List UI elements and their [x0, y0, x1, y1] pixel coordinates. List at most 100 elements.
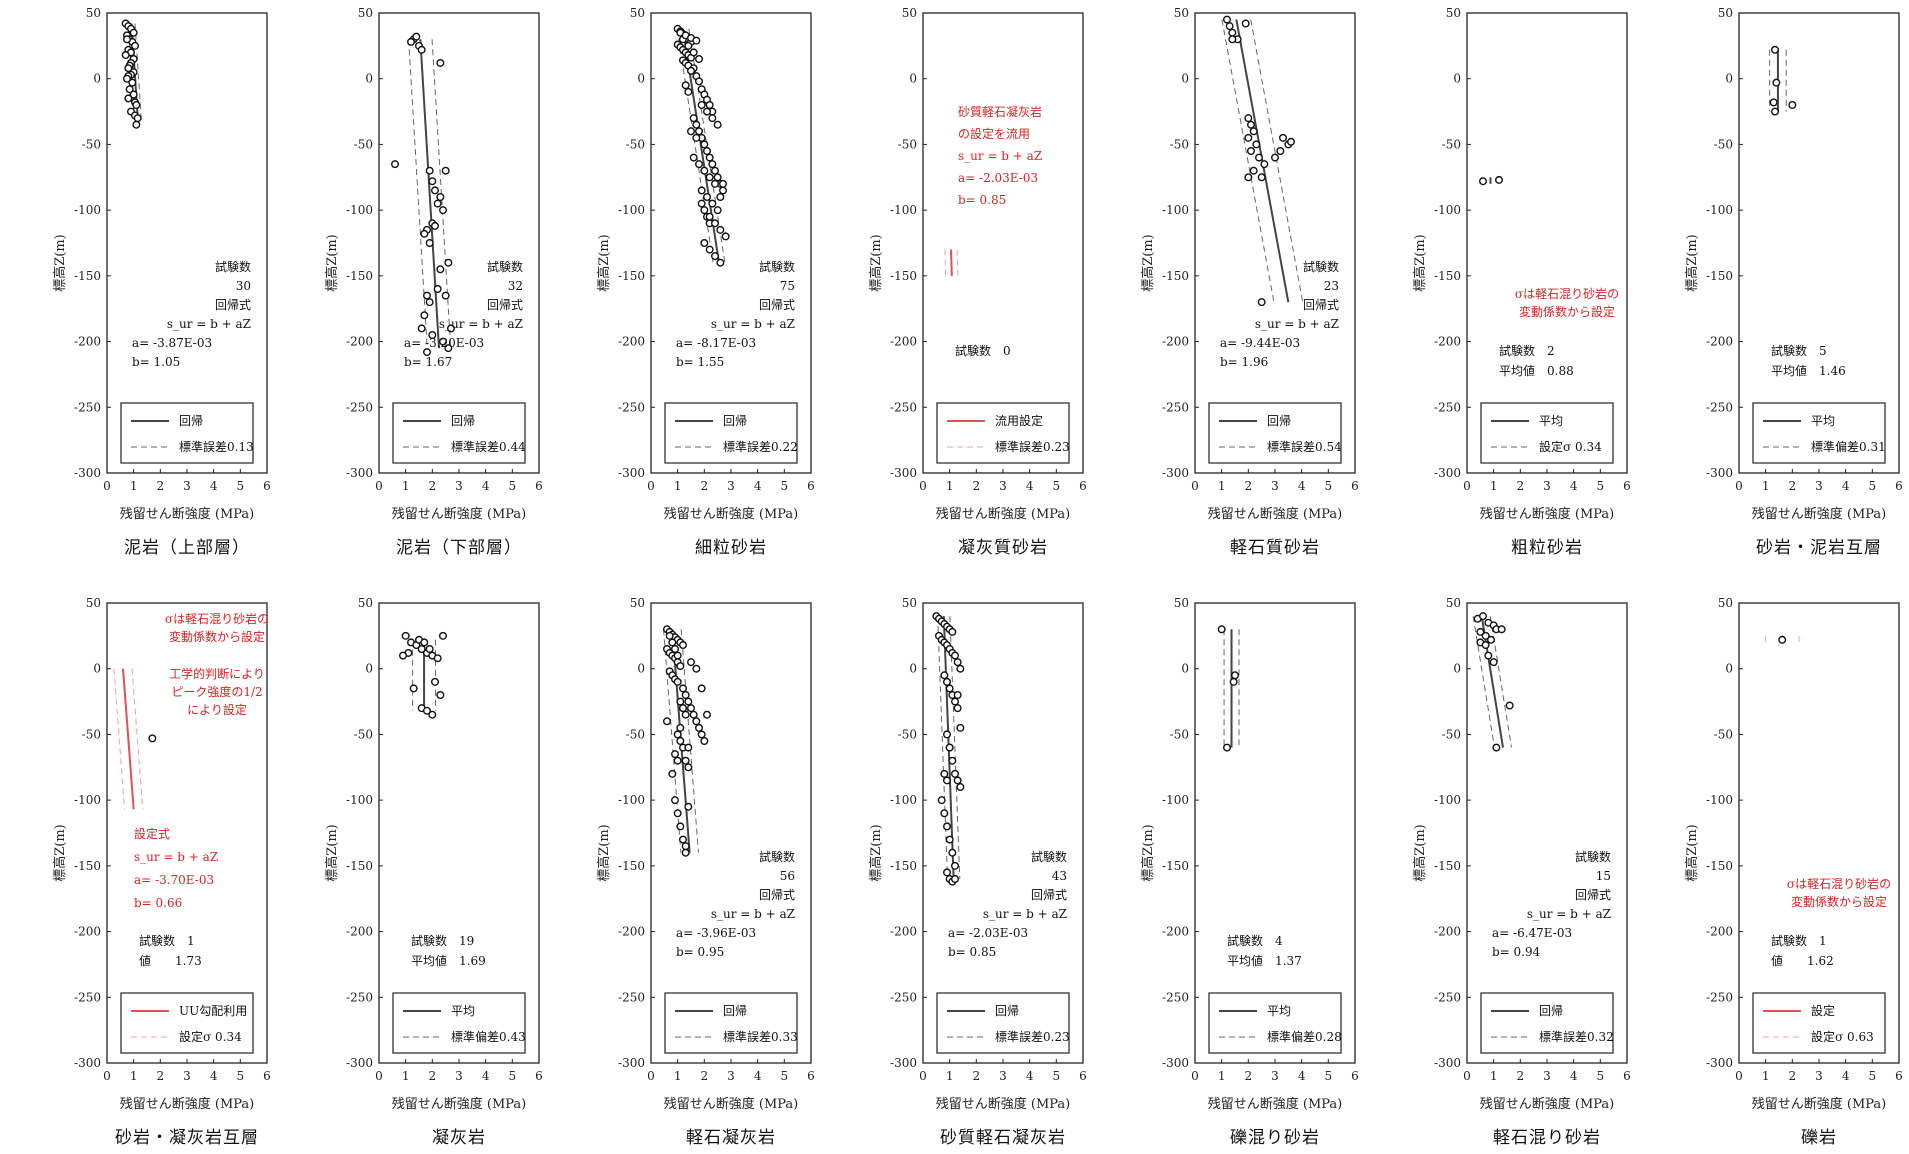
x-tick-label: 4 [210, 479, 218, 493]
data-point [689, 710, 698, 719]
y-tick-label: 50 [1174, 596, 1189, 610]
data-point [719, 186, 728, 195]
y-tick-label: -250 [74, 990, 101, 1004]
y-tick-label: -250 [346, 990, 373, 1004]
stat-annotation: 試験数 2 [1499, 343, 1555, 358]
note-annotation: s_ur = b + aZ [134, 850, 218, 864]
x-tick-label: 4 [482, 479, 490, 493]
stat-annotation: 試験数 5 [1771, 343, 1827, 358]
data-point [1481, 631, 1490, 640]
legend-box [1752, 402, 1886, 464]
data-point [444, 258, 453, 267]
data-point [943, 677, 952, 686]
x-tick-label: 3 [1271, 1069, 1279, 1083]
panel-title: 軽石質砂岩 [1230, 538, 1320, 558]
x-tick-label: 0 [919, 1069, 927, 1083]
stat-annotation: a= -3.20E-03 [404, 336, 484, 350]
stat-annotation: 試験数 [759, 849, 795, 864]
stat-annotation: 値 1.73 [139, 953, 202, 968]
data-point [951, 875, 960, 884]
data-point [681, 691, 690, 700]
stat-annotation: 32 [508, 279, 523, 293]
data-point [940, 809, 949, 818]
y-tick-label: -200 [1434, 925, 1461, 939]
data-point [673, 677, 682, 686]
note-annotation: 変動係数から設定 [169, 629, 265, 644]
y-tick-label: -250 [890, 400, 917, 414]
stat-annotation: b= 0.94 [1492, 945, 1541, 959]
data-point [1481, 641, 1490, 650]
data-point [128, 78, 137, 87]
x-axis-label: 残留せん断強度 (MPa) [936, 1096, 1071, 1112]
data-point [1244, 133, 1253, 142]
x-axis-label: 残留せん断強度 (MPa) [664, 1096, 799, 1112]
stat-annotation: s_ur = b + aZ [711, 907, 795, 921]
x-tick-label: 0 [1735, 1069, 1743, 1083]
y-axis-label: 標高Z(m) [52, 824, 68, 882]
note-annotation: により設定 [187, 702, 247, 717]
legend-label: 標準誤差0.23 [995, 1029, 1070, 1044]
data-point [148, 734, 157, 743]
legend-label: 標準偏差0.31 [1811, 439, 1886, 454]
data-point [401, 631, 410, 640]
stat-annotation: 回帰式 [1303, 298, 1339, 312]
x-tick-label: 3 [183, 1069, 191, 1083]
y-tick-label: -250 [1434, 990, 1461, 1004]
data-point [687, 658, 696, 667]
stat-annotation: 試験数 [487, 259, 523, 274]
data-point [953, 704, 962, 713]
stat-annotation: b= 0.85 [948, 945, 996, 959]
stat-annotation: 試験数 1 [139, 933, 195, 948]
data-point [711, 219, 720, 228]
y-tick-label: -300 [74, 1056, 101, 1070]
data-point [439, 206, 448, 215]
y-tick-label: -50 [898, 727, 917, 741]
fit-line [419, 39, 440, 349]
data-point [679, 835, 688, 844]
stat-annotation: 試験数 [1303, 259, 1339, 274]
legend-label: 回帰 [1267, 414, 1291, 428]
x-tick-label: 6 [1895, 1069, 1903, 1083]
data-point [121, 51, 130, 60]
panel-title: 粗粒砂岩 [1511, 538, 1583, 558]
data-point [1788, 100, 1797, 109]
x-tick-label: 3 [727, 479, 735, 493]
x-tick-label: 5 [1869, 479, 1877, 493]
x-tick-label: 4 [1570, 479, 1578, 493]
y-axis-label: 標高Z(m) [868, 824, 884, 882]
data-point [956, 723, 965, 732]
x-tick-label: 2 [1789, 1069, 1797, 1083]
y-tick-label: -200 [346, 925, 373, 939]
legend-box [664, 992, 798, 1054]
fit-line [950, 249, 953, 276]
y-tick-label: 0 [365, 72, 373, 86]
data-point [1252, 140, 1261, 149]
data-point [700, 206, 709, 215]
data-point [681, 842, 690, 851]
x-tick-label: 6 [535, 479, 543, 493]
data-point [1778, 635, 1787, 644]
data-point [689, 114, 698, 123]
x-tick-label: 4 [1026, 479, 1034, 493]
x-tick-label: 6 [807, 479, 815, 493]
data-point [945, 743, 954, 752]
panel-title: 凝灰岩 [432, 1128, 486, 1148]
legend-label: 標準誤差0.32 [1539, 1029, 1614, 1044]
y-tick-label: 50 [1718, 596, 1733, 610]
x-tick-label: 6 [1623, 1069, 1631, 1083]
y-tick-label: -50 [82, 727, 101, 741]
legend-box [936, 402, 1070, 464]
y-tick-label: -150 [1706, 269, 1733, 283]
x-tick-label: 0 [1735, 479, 1743, 493]
x-tick-label: 4 [754, 479, 762, 493]
x-tick-label: 4 [210, 1069, 218, 1083]
data-point [444, 344, 453, 353]
data-point [1476, 627, 1485, 636]
x-tick-label: 5 [509, 479, 517, 493]
legend-label: 設定σ 0.34 [179, 1029, 242, 1044]
